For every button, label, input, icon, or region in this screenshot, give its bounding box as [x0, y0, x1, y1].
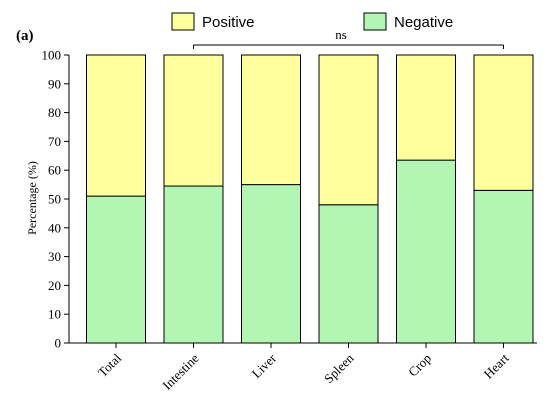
y-tick-label-0: 0	[55, 336, 62, 351]
bar-negative-intestine	[163, 185, 224, 344]
panel-label: (a)	[16, 28, 34, 44]
legend: Positive Negative	[171, 12, 453, 31]
bar-positive-crop	[396, 54, 456, 161]
bar-negative-crop	[396, 159, 456, 344]
y-axis-label: Percentage (%)	[25, 161, 39, 235]
significance-bracket: ns	[193, 27, 504, 49]
x-tick-label-spleen: Spleen	[321, 350, 357, 386]
y-tick-label-40: 40	[48, 220, 61, 235]
bar-negative-spleen	[318, 204, 379, 344]
bar-negative-liver	[241, 184, 301, 344]
legend-label-positive: Positive	[202, 14, 255, 31]
y-tick-label-80: 80	[48, 105, 61, 120]
x-tick-label-intestine: Intestine	[159, 350, 201, 392]
y-tick-label-100: 100	[42, 48, 62, 63]
y-tick-label-60: 60	[48, 163, 61, 178]
y-tick-label-50: 50	[48, 192, 61, 207]
y-tick-label-70: 70	[48, 134, 61, 149]
y-tick-label-10: 10	[48, 307, 61, 322]
y-tick-label-30: 30	[48, 249, 61, 264]
bar-positive-liver	[241, 54, 301, 186]
bar-positive-spleen	[318, 54, 379, 206]
legend-label-negative: Negative	[394, 14, 453, 31]
plot-area: Total Intestine Liver Spleen Crop Heart 0 10 20 3…	[42, 48, 537, 393]
x-tick-label-liver: Liver	[249, 350, 280, 381]
bar-negative-heart	[473, 189, 534, 344]
x-tick-label-crop: Crop	[405, 351, 434, 380]
legend-swatch-negative	[363, 12, 387, 31]
bar-positive-heart	[473, 54, 534, 191]
bar-positive-intestine	[163, 54, 224, 187]
bar-negative-total	[86, 195, 146, 344]
significance-label: ns	[335, 27, 347, 42]
bar-positive-total	[86, 54, 146, 197]
y-tick-label-20: 20	[48, 278, 61, 293]
y-tick-label-90: 90	[48, 76, 61, 91]
legend-swatch-positive	[171, 12, 195, 31]
x-tick-label-heart: Heart	[481, 350, 512, 381]
x-tick-label-total: Total	[95, 350, 125, 380]
